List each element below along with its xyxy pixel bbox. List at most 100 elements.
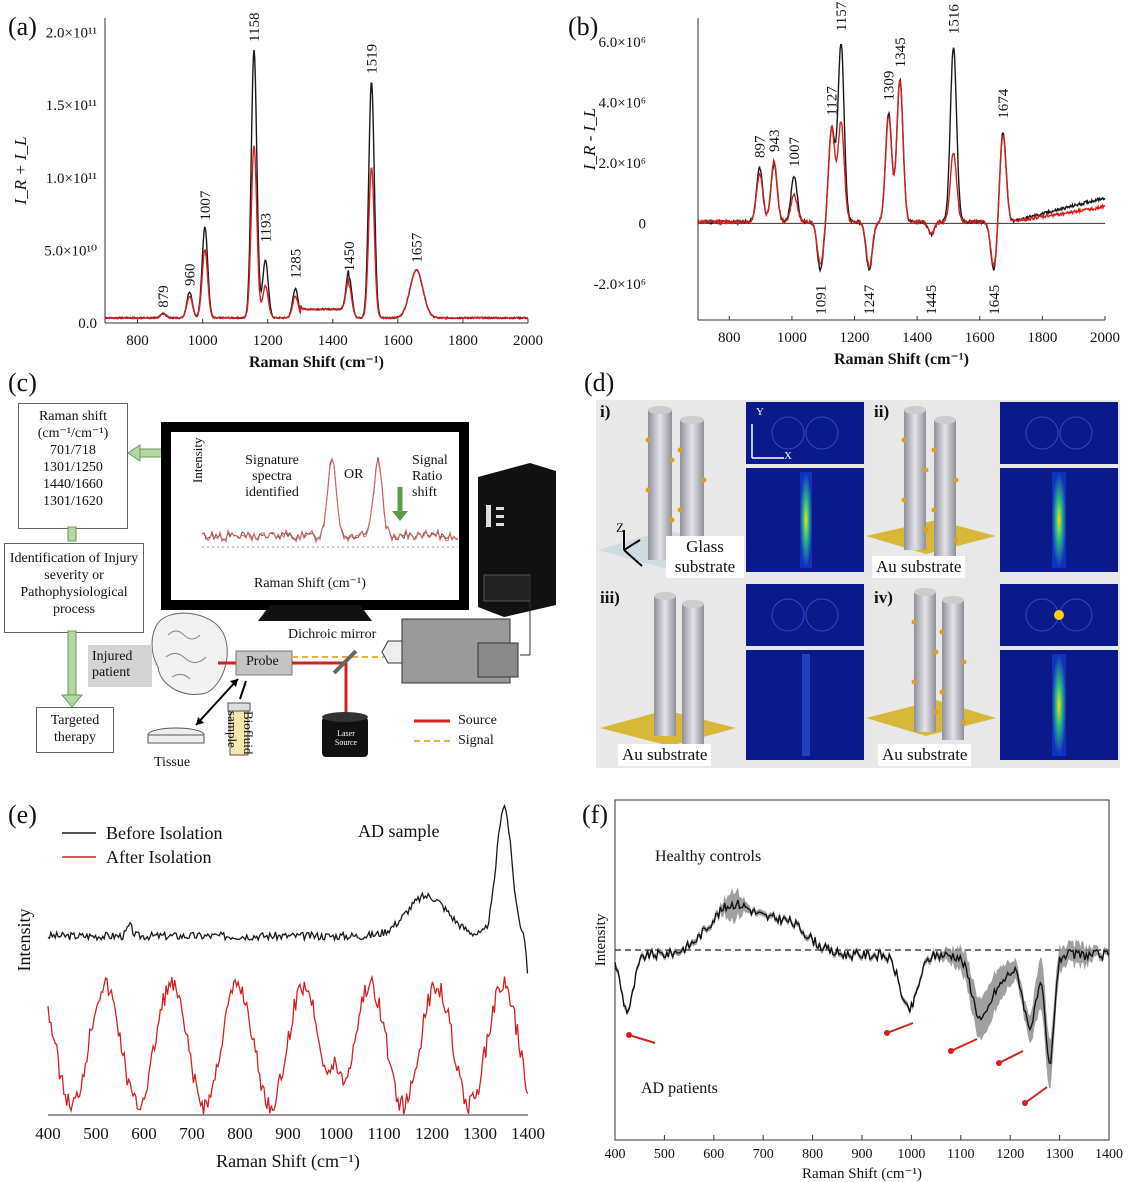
series-red	[697, 80, 1106, 269]
ratio-item: 1301/1250	[43, 460, 103, 475]
or-text: OR	[344, 467, 364, 482]
substrate-label-ii: Au substrate	[872, 556, 966, 578]
chart-e: 400 500 600 700 800 900 1000 1100 1200 1300 1400 Ra…	[14, 803, 545, 1172]
panel-c-diagram: Raman shift (cm⁻¹/cm⁻¹) 701/718 1301/125…	[0, 395, 575, 795]
y-tick-label: 6.0×10⁶	[599, 35, 646, 51]
series-before-isolation	[47, 803, 529, 974]
x-tick-label: 1400	[318, 333, 348, 349]
y-tick-label: -2.0×10⁶	[594, 277, 646, 293]
peak-label: 879	[156, 285, 172, 308]
series-red	[104, 145, 529, 320]
peak-label: 1007	[198, 190, 214, 221]
x-tick-label: 1200	[415, 1124, 449, 1143]
peak-label-top: 1127	[825, 86, 841, 116]
x-tick-label: 900	[852, 1147, 873, 1162]
peak-label-top: 1157	[834, 1, 850, 31]
chart-f: 400 500 600 700 800 900 1000 1100 1200 1300 1400 Ra…	[593, 799, 1123, 1182]
x-tick-label: 2000	[513, 333, 543, 349]
x-tick-label: 1000	[319, 1124, 353, 1143]
legend-source: Source	[458, 713, 497, 728]
x-tick-label: 1000	[188, 333, 218, 349]
peak-label-top: 1007	[787, 137, 803, 168]
y-tick-label: 4.0×10⁶	[599, 96, 646, 112]
y-axis-label: Intensity	[14, 909, 34, 972]
subpanel-i: i)	[600, 402, 611, 421]
x-tick-label: 400	[605, 1147, 626, 1162]
panel-d-diagram: i) ii) iii) iv) Glass substrate Au subst…	[596, 400, 1120, 768]
y-tick-label: 5.0×10¹⁰	[44, 243, 97, 259]
x-tick-label: 1200	[253, 333, 283, 349]
panel-label-d: (d)	[584, 368, 615, 397]
peak-label: 1158	[247, 12, 263, 41]
x-tick-label: 1200	[840, 330, 870, 346]
peak-label: 960	[183, 263, 199, 286]
chart-b: 800 1000 1200 1400 1600 1800 2000 -2.0×10⁶ 0 2.0×…	[580, 1, 1120, 368]
peak-label-top: 1309	[882, 71, 898, 101]
y-tick-label: 2.0×10¹¹	[46, 26, 97, 42]
y-tick-label: 1.5×10¹¹	[46, 98, 97, 114]
ratio-box: Raman shift (cm⁻¹/cm⁻¹) 701/718 1301/125…	[18, 403, 128, 529]
x-tick-label: 1100	[367, 1124, 400, 1143]
annotation-ad: AD patients	[641, 1080, 718, 1097]
legend-before: Before Isolation	[106, 823, 222, 843]
x-tick-label: 1200	[996, 1147, 1024, 1162]
legend-signal: Signal	[458, 733, 494, 748]
x-tick-label: 2000	[1090, 330, 1120, 346]
probe-label: Probe	[246, 654, 279, 669]
peak-label-bottom: 1091	[813, 285, 829, 315]
x-tick-label: 600	[131, 1124, 157, 1143]
x-tick-label: 600	[703, 1147, 724, 1162]
x-tick-label: 400	[35, 1124, 61, 1143]
red-arrowhead	[948, 1048, 954, 1054]
x-tick-label: 1300	[1046, 1147, 1074, 1162]
panel-label-c: (c)	[8, 368, 37, 397]
x-tick-label: 1000	[777, 330, 807, 346]
x-tick-label: 500	[654, 1147, 675, 1162]
biofluid-label: Biofluid sample	[225, 711, 256, 755]
ratio-unit: (cm⁻¹/cm⁻¹)	[37, 426, 109, 441]
x-axis-label: Raman Shift (cm⁻¹)	[249, 354, 384, 371]
panel-label-b: (b)	[568, 12, 599, 41]
peak-label-bottom: 1247	[862, 284, 878, 315]
red-arrowhead	[884, 1030, 890, 1036]
panel-label-f: (f)	[582, 800, 608, 829]
legend-after: After Isolation	[106, 847, 211, 867]
annotation-ad-sample: AD sample	[358, 821, 439, 841]
y-tick-label: 1.0×10¹¹	[46, 171, 97, 187]
signature-text: Signature spectra identified	[245, 453, 299, 500]
y-tick-label: 2.0×10⁶	[599, 156, 646, 172]
panel-label-a: (a)	[8, 12, 37, 41]
substrate-label-iii: Au substrate	[618, 744, 712, 766]
peak-label-top: 943	[767, 129, 783, 152]
peak-label: 1519	[364, 44, 380, 74]
ratio-item: 701/718	[50, 443, 96, 458]
y-axis-label: I_R + I_L	[11, 136, 30, 205]
ratio-item: 1301/1620	[43, 494, 103, 509]
mean-spectrum	[614, 899, 1110, 1065]
x-tick-label: 500	[83, 1124, 109, 1143]
ratio-shift-text: Signal Ratio shift	[412, 453, 448, 500]
red-arrowhead	[1022, 1100, 1028, 1106]
peak-label-top: 1516	[946, 4, 962, 35]
x-tick-label: 1100	[947, 1147, 974, 1162]
y-axis-label: I_R - I_L	[580, 108, 599, 171]
x-tick-label: 1400	[511, 1124, 545, 1143]
red-arrowhead	[626, 1032, 632, 1038]
laser-source-label: Laser Source	[334, 729, 358, 747]
peak-label-bottom: 1645	[987, 285, 1003, 315]
peak-label: 1193	[258, 213, 274, 242]
ratio-item: 1440/1660	[43, 477, 103, 492]
x-axis-label: Raman Shift (cm⁻¹)	[802, 1166, 922, 1182]
subpanel-iv: iv)	[874, 588, 893, 607]
tissue-label: Tissue	[154, 755, 191, 770]
x-tick-label: 700	[179, 1124, 205, 1143]
red-arrow	[1024, 1086, 1048, 1104]
injured-patient-label: Injured patient	[92, 649, 133, 680]
subpanel-iii: iii)	[600, 588, 620, 607]
annotation-healthy: Healthy controls	[655, 848, 761, 865]
red-arrow	[628, 1034, 656, 1044]
x-tick-label: 700	[753, 1147, 774, 1162]
red-arrowhead	[996, 1060, 1002, 1066]
peak-label-top: 1345	[893, 37, 909, 67]
substrate-label-i: Glass substrate	[666, 536, 744, 578]
